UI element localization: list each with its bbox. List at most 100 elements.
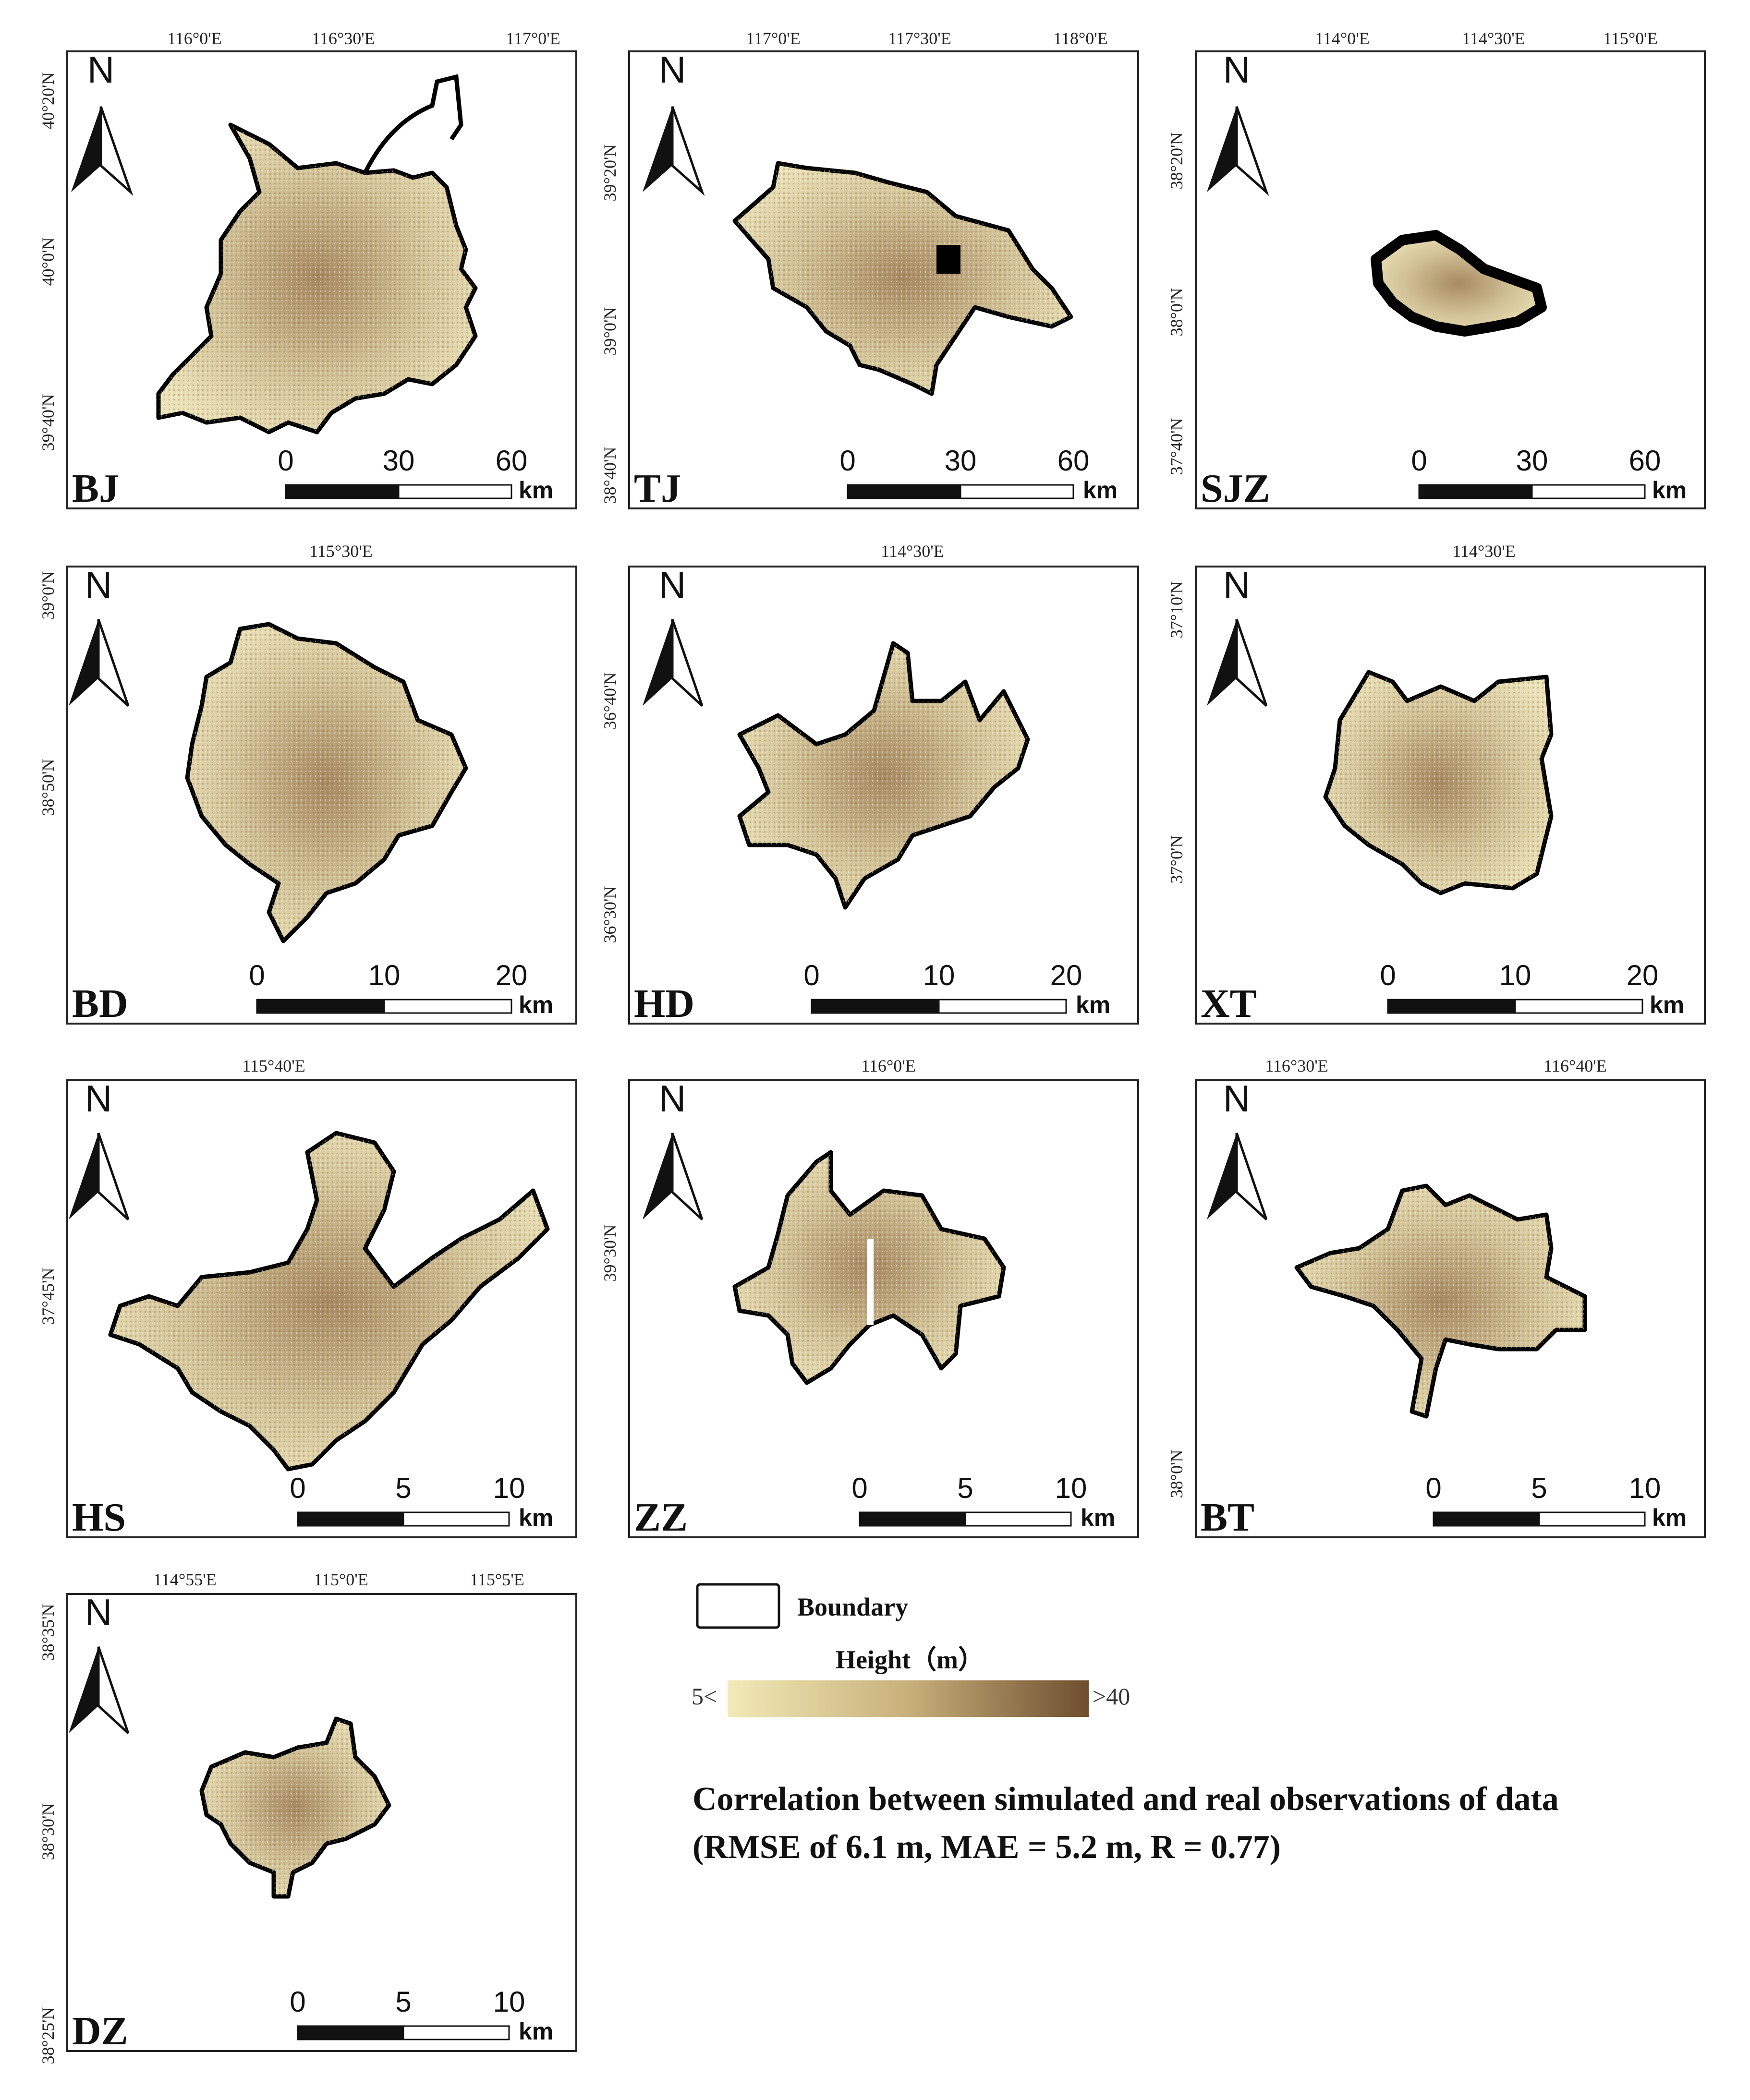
north-letter: N bbox=[659, 1077, 686, 1120]
north-arrow-icon bbox=[69, 1133, 130, 1220]
lat-label: 38°40'N bbox=[600, 447, 620, 504]
scale-bar: 0 10 20 km bbox=[803, 959, 1110, 1018]
city-code: TJ bbox=[634, 466, 681, 511]
scale-bar: 0 10 20 km bbox=[1380, 959, 1684, 1018]
city-code: SJZ bbox=[1201, 466, 1270, 511]
scale-tick: 30 bbox=[1516, 445, 1548, 477]
panel-dz: 114°55'E 115°0'E 115°5'E 38°35'N 38°30'N… bbox=[38, 1570, 577, 2064]
lon-label: 117°0'E bbox=[746, 29, 801, 48]
scale-tick: 0 bbox=[278, 445, 293, 477]
scale-bar: 0 30 60 km bbox=[839, 445, 1118, 504]
panel-bd: 115°30'E 39°0'N 38°50'N N BD 0 10 20 km bbox=[38, 542, 577, 1026]
lat-label: 37°45'N bbox=[38, 1268, 58, 1325]
scale-tick: 30 bbox=[383, 445, 415, 477]
urban-area bbox=[108, 1131, 550, 1472]
scale-unit: km bbox=[519, 1504, 553, 1531]
lat-label: 38°0'N bbox=[1167, 288, 1186, 337]
scale-bar: 0 30 60 km bbox=[1411, 445, 1687, 504]
urban-area bbox=[1294, 1183, 1587, 1419]
panel-bt: 116°30'E 116°40'E 38°0'N N BT 0 5 10 km bbox=[1167, 1056, 1706, 1540]
lon-label: 116°30'E bbox=[312, 29, 375, 48]
scale-tick: 0 bbox=[1425, 1472, 1441, 1504]
urban-area bbox=[1323, 670, 1554, 895]
north-arrow-icon bbox=[1207, 106, 1269, 196]
north-arrow-icon bbox=[71, 106, 134, 196]
lat-label: 38°30'N bbox=[38, 1803, 58, 1860]
scale-bar: 0 30 60 km bbox=[278, 445, 553, 504]
north-arrow-icon bbox=[643, 106, 705, 196]
urban-area bbox=[1371, 230, 1547, 337]
lat-label: 39°30'N bbox=[600, 1225, 620, 1282]
summary-line-1: Correlation between simulated and real o… bbox=[693, 1781, 1559, 1818]
scale-unit: km bbox=[1083, 477, 1118, 504]
lon-label: 114°0'E bbox=[1315, 29, 1370, 48]
lon-label: 115°30'E bbox=[309, 542, 373, 561]
urban-area bbox=[732, 1150, 1006, 1385]
scale-unit: km bbox=[1081, 1504, 1115, 1531]
lon-label: 114°30'E bbox=[1462, 29, 1525, 48]
scale-bar: 0 5 10 km bbox=[290, 1986, 553, 2045]
lon-label: 115°0'E bbox=[314, 1570, 368, 1589]
north-arrow-icon bbox=[643, 619, 704, 707]
north-arrow-icon bbox=[643, 1133, 704, 1220]
scale-unit: km bbox=[519, 2018, 553, 2045]
urban-area bbox=[185, 622, 468, 943]
legend: Boundary Height（m） 5< >40 bbox=[692, 1583, 1130, 1717]
summary-line-2: (RMSE of 6.1 m, MAE = 5.2 m, R = 0.77) bbox=[693, 1829, 1281, 1866]
scale-unit: km bbox=[1652, 1504, 1687, 1531]
north-letter: N bbox=[659, 48, 686, 91]
lat-label: 40°0'N bbox=[38, 238, 58, 286]
scale-tick: 0 bbox=[1380, 959, 1396, 991]
boundary-swatch bbox=[696, 1583, 780, 1629]
urban-area bbox=[156, 74, 478, 434]
scale-tick: 60 bbox=[1057, 445, 1090, 477]
lon-label: 118°0'E bbox=[1053, 29, 1108, 48]
city-code: HS bbox=[72, 1495, 126, 1540]
lon-label: 117°30'E bbox=[888, 29, 951, 48]
height-color-ramp bbox=[728, 1680, 1089, 1717]
lat-label: 38°50'N bbox=[38, 759, 58, 816]
scale-tick: 0 bbox=[249, 959, 265, 991]
lon-label: 114°30'E bbox=[1452, 542, 1516, 561]
lon-label: 116°0'E bbox=[861, 1056, 916, 1075]
summary: Correlation between simulated and real o… bbox=[693, 1781, 1559, 1866]
north-letter: N bbox=[1223, 48, 1250, 91]
lat-label: 40°20'N bbox=[38, 72, 58, 130]
scale-bar: 0 5 10 km bbox=[851, 1472, 1115, 1531]
scale-tick: 5 bbox=[1531, 1472, 1547, 1504]
urban-area bbox=[737, 641, 1030, 910]
panel-hs: 115°40'E 37°45'N N HS 0 5 10 km bbox=[38, 1056, 577, 1540]
north-letter: N bbox=[85, 1077, 112, 1120]
north-arrow-icon bbox=[1207, 1133, 1268, 1220]
scale-bar: 0 5 10 km bbox=[1425, 1472, 1687, 1531]
scale-unit: km bbox=[1076, 991, 1110, 1018]
lat-label: 38°0'N bbox=[1167, 1450, 1186, 1498]
north-letter: N bbox=[1223, 564, 1250, 606]
urban-area bbox=[199, 1716, 391, 1899]
city-code: ZZ bbox=[634, 1495, 688, 1540]
north-arrow-icon bbox=[69, 1646, 130, 1734]
lon-label: 117°0'E bbox=[506, 29, 560, 48]
city-code: DZ bbox=[72, 2009, 128, 2053]
scale-tick: 20 bbox=[1627, 959, 1659, 991]
city-code: HD bbox=[634, 981, 694, 1026]
city-code: BT bbox=[1201, 1495, 1254, 1540]
scale-tick: 10 bbox=[1629, 1472, 1661, 1504]
scale-tick: 0 bbox=[839, 445, 855, 477]
panel-sjz: 114°0'E 114°30'E 115°0'E 38°20'N 38°0'N … bbox=[1167, 29, 1706, 511]
lon-label: 116°40'E bbox=[1543, 1056, 1607, 1075]
lat-label: 39°40'N bbox=[38, 394, 58, 451]
scale-bar: 0 10 20 km bbox=[249, 959, 553, 1018]
boundary-label: Boundary bbox=[797, 1593, 908, 1621]
lat-label: 39°20'N bbox=[600, 145, 620, 202]
panel-hd: 114°30'E 36°40'N 36°30'N N HD 0 10 20 km bbox=[600, 542, 1139, 1026]
scale-tick: 0 bbox=[1411, 445, 1427, 477]
city-code: XT bbox=[1201, 981, 1257, 1026]
scale-tick: 10 bbox=[1499, 959, 1531, 991]
scale-bar: 0 5 10 km bbox=[290, 1472, 553, 1531]
urban-area bbox=[732, 161, 1073, 396]
city-code: BJ bbox=[72, 466, 119, 511]
north-letter: N bbox=[659, 564, 686, 606]
scale-tick: 10 bbox=[368, 959, 401, 991]
scale-tick: 30 bbox=[945, 445, 977, 477]
